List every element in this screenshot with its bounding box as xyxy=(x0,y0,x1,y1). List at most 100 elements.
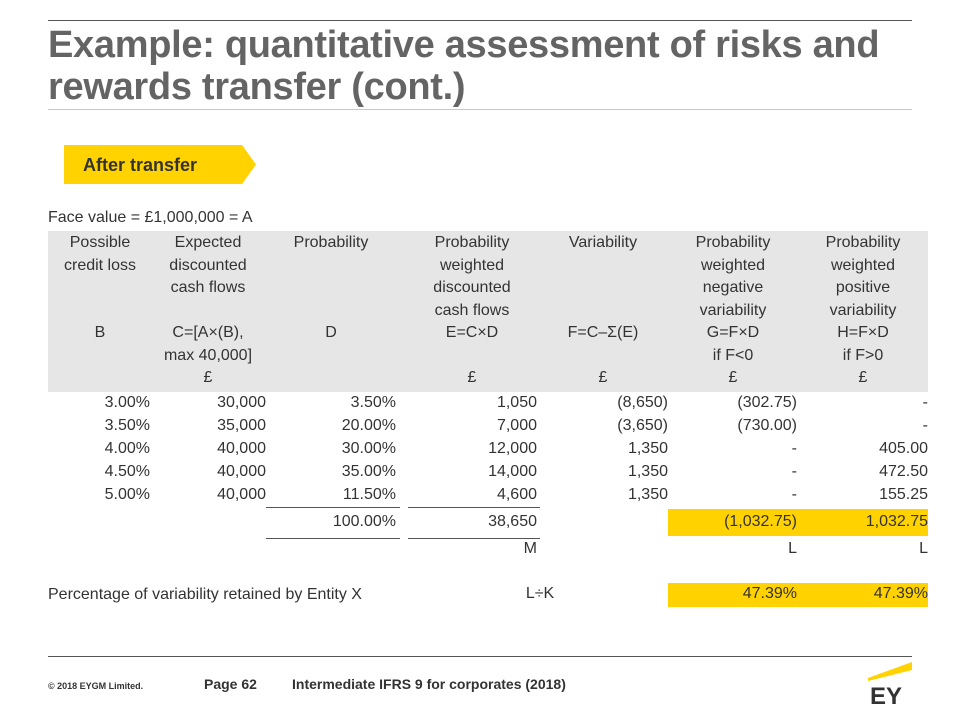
header-line: B xyxy=(94,324,106,341)
rule xyxy=(266,538,400,539)
table-header-band xyxy=(48,231,928,392)
header-weighted-cf: Probability weighted discounted cash flows E… xyxy=(407,232,537,390)
percentage-positive: 47.39% xyxy=(873,585,928,602)
header-line: £ xyxy=(728,369,738,386)
section-tag: After transfer xyxy=(64,145,256,184)
table-cell: (730.00) xyxy=(737,417,797,434)
footer-divider xyxy=(48,656,912,657)
header-line: positive xyxy=(835,279,891,296)
top-divider xyxy=(48,20,912,21)
header-line: discounted xyxy=(433,279,511,296)
header-line: Probability xyxy=(434,234,510,251)
table-cell: (3,650) xyxy=(617,417,668,434)
section-tag-label: After transfer xyxy=(83,155,198,175)
table-cell: - xyxy=(791,440,797,457)
header-line: £ xyxy=(598,369,608,386)
table-cell: 5.00% xyxy=(104,486,150,503)
header-positive-variability: Probability weighted positive variability H=… xyxy=(798,232,928,390)
table-cell: 12,000 xyxy=(488,440,537,457)
header-negative-variability: Probability weighted negative variability G=… xyxy=(668,232,798,390)
rule xyxy=(408,538,540,539)
table-cell: (302.75) xyxy=(737,394,797,411)
rule xyxy=(266,507,400,508)
header-line: variability xyxy=(699,301,767,319)
total-probability: 100.00% xyxy=(332,513,396,530)
header-expected-cf: Expected discounted cash flows C=[A×(B), max… xyxy=(143,232,273,390)
table-cell: - xyxy=(922,417,928,434)
table-cell: 35.00% xyxy=(341,463,396,480)
header-line xyxy=(538,277,668,300)
header-credit-loss: Possible credit loss B xyxy=(35,232,165,390)
total-positive: 1,032.75 xyxy=(865,513,928,530)
table-cell: - xyxy=(791,486,797,503)
header-line xyxy=(266,255,396,278)
header-line xyxy=(407,345,537,368)
percentage-formula: L÷K xyxy=(525,585,555,602)
table-cell: 40,000 xyxy=(217,463,266,480)
totals-highlight xyxy=(668,509,928,536)
percentage-highlight xyxy=(668,583,928,607)
label-l-positive: L xyxy=(919,540,928,557)
total-negative: (1,032.75) xyxy=(724,513,797,530)
table-cell: 155.25 xyxy=(879,486,928,503)
header-line: Expected xyxy=(174,234,242,251)
table-cell: 40,000 xyxy=(217,440,266,457)
percentage-label: Percentage of variability retained by En… xyxy=(48,586,362,603)
label-m: M xyxy=(523,540,537,557)
copyright: © 2018 EYGM Limited. xyxy=(48,681,144,691)
header-line: negative xyxy=(702,279,764,296)
table-cell: 3.50% xyxy=(104,417,150,434)
page-title: Example: quantitative assessment of risk… xyxy=(48,24,880,108)
ey-logo: EY xyxy=(868,662,914,710)
header-line: D xyxy=(325,324,337,341)
header-probability: Probability D xyxy=(266,232,396,390)
header-line xyxy=(266,367,396,390)
table-cell: 1,050 xyxy=(496,394,537,411)
table-cell: 3.50% xyxy=(350,394,396,411)
table-cell: 1,350 xyxy=(627,463,668,480)
header-line: variability xyxy=(829,301,897,319)
table-cell: 11.50% xyxy=(342,486,396,503)
header-line: C=[A×(B), xyxy=(172,324,244,341)
rule xyxy=(408,507,540,508)
header-line: Probability xyxy=(825,234,901,251)
table-cell: 40,000 xyxy=(217,486,266,503)
header-line xyxy=(266,345,396,368)
title-underline xyxy=(48,109,912,110)
table-cell: 30,000 xyxy=(217,394,266,411)
header-line: cash flows xyxy=(434,301,510,319)
table-cell: 405.00 xyxy=(879,440,928,457)
table-cell: - xyxy=(791,463,797,480)
total-weighted-cf: 38,650 xyxy=(488,513,537,530)
label-l-negative: L xyxy=(788,540,797,557)
header-line: £ xyxy=(467,369,477,386)
table-cell: 1,350 xyxy=(627,486,668,503)
table-cell: 4.00% xyxy=(104,440,150,457)
svg-text:EY: EY xyxy=(870,683,902,706)
header-line: Possible xyxy=(69,234,131,251)
face-value-label: Face value = £1,000,000 = A xyxy=(48,209,253,226)
header-line: £ xyxy=(858,369,868,386)
header-line: E=C×D xyxy=(445,324,499,341)
header-line: cash flows xyxy=(170,279,246,296)
table-cell: 35,000 xyxy=(217,417,266,434)
table-cell: 4,600 xyxy=(496,486,537,503)
header-line: weighted xyxy=(700,256,766,274)
header-line: if F>0 xyxy=(842,346,884,364)
header-line: credit loss xyxy=(63,256,137,274)
header-line: if F<0 xyxy=(712,346,754,364)
table-cell: 4.50% xyxy=(104,463,150,480)
header-line: Probability xyxy=(293,234,369,251)
header-line xyxy=(266,300,396,323)
header-line: weighted xyxy=(830,256,896,274)
table-cell: 472.50 xyxy=(879,463,928,480)
table-cell: 30.00% xyxy=(341,440,396,457)
table-cell: 14,000 xyxy=(488,463,537,480)
header-line: G=F×D xyxy=(706,324,760,341)
header-line xyxy=(143,300,273,323)
header-line xyxy=(266,277,396,300)
header-line: F=C–Σ(E) xyxy=(567,324,639,341)
table-cell: 3.00% xyxy=(104,394,150,411)
table-cell: 1,350 xyxy=(627,440,668,457)
